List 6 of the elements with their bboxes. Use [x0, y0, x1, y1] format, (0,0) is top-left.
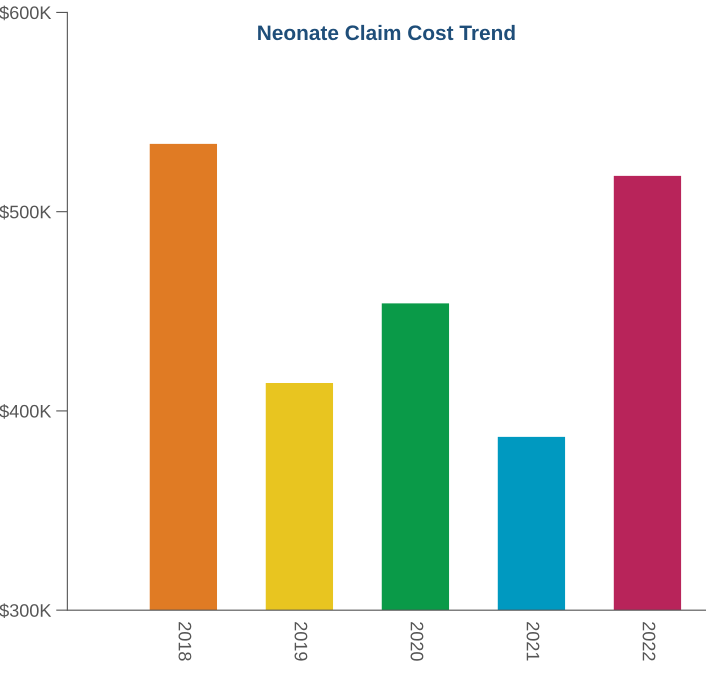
- chart-title: Neonate Claim Cost Trend: [258, 24, 515, 40]
- x-tick-label: 2020: [410, 622, 424, 661]
- x-tick-label: 2019: [294, 622, 308, 661]
- x-tick-label: 2022: [642, 622, 656, 661]
- x-tick-label: 2021: [526, 622, 540, 661]
- x-tick-label: 2018: [178, 622, 192, 661]
